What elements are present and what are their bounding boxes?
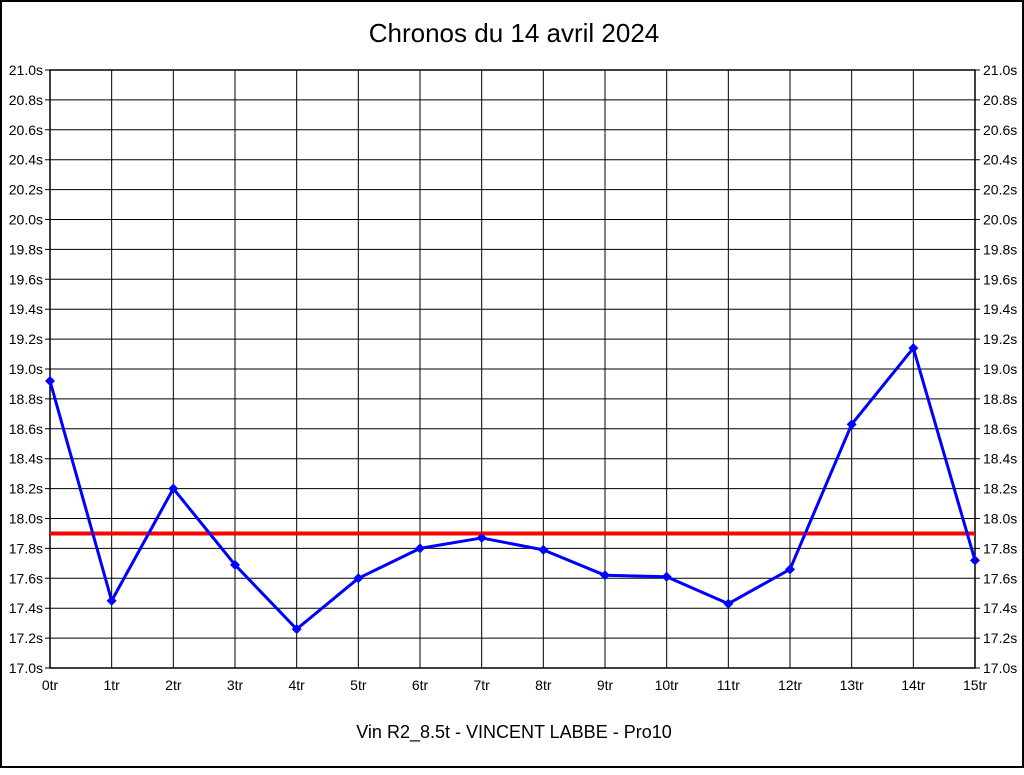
data-point-marker bbox=[723, 598, 734, 609]
y-tick-label-left: 17.0s bbox=[9, 660, 43, 676]
data-point-marker bbox=[230, 559, 240, 570]
x-tick-label: 12tr bbox=[778, 677, 802, 693]
y-tick-label-left: 18.8s bbox=[9, 391, 43, 407]
x-tick-label: 8tr bbox=[535, 677, 552, 693]
data-point-marker bbox=[661, 571, 672, 582]
data-point-marker bbox=[846, 419, 857, 430]
data-point-marker bbox=[970, 555, 980, 566]
y-tick-label-left: 18.4s bbox=[9, 451, 43, 467]
y-tick-label-left: 20.0s bbox=[9, 212, 43, 228]
y-tick-label-left: 19.2s bbox=[9, 331, 43, 347]
y-tick-label-right: 20.0s bbox=[983, 212, 1017, 228]
x-tick-label: 6tr bbox=[412, 677, 429, 693]
x-tick-label: 0tr bbox=[42, 677, 59, 693]
data-point-marker bbox=[45, 375, 55, 386]
chart-title: Chronos du 14 avril 2024 bbox=[368, 18, 660, 48]
y-tick-label-right: 20.6s bbox=[983, 122, 1017, 138]
y-tick-label-left: 19.0s bbox=[9, 361, 43, 377]
y-tick-label-left: 20.8s bbox=[9, 92, 43, 108]
y-tick-label-left: 17.8s bbox=[9, 540, 43, 556]
data-point-marker bbox=[415, 543, 425, 554]
series-line bbox=[48, 346, 977, 631]
x-tick-label: 3tr bbox=[227, 677, 244, 693]
data-point-marker bbox=[106, 595, 117, 606]
x-tick-label: 13tr bbox=[840, 677, 864, 693]
data-point-marker bbox=[600, 570, 610, 581]
y-tick-label-right: 18.8s bbox=[983, 391, 1017, 407]
y-tick-label-right: 20.4s bbox=[983, 152, 1017, 168]
y-tick-label-left: 20.2s bbox=[9, 182, 43, 198]
y-tick-label-left: 17.6s bbox=[9, 570, 43, 586]
y-tick-label-right: 18.0s bbox=[983, 511, 1017, 527]
y-tick-label-right: 17.2s bbox=[983, 630, 1017, 646]
x-tick-label: 14tr bbox=[901, 677, 925, 693]
y-tick-label-right: 18.6s bbox=[983, 421, 1017, 437]
y-tick-label-left: 18.6s bbox=[9, 421, 43, 437]
y-tick-label-right: 17.6s bbox=[983, 570, 1017, 586]
x-tick-label: 15tr bbox=[963, 677, 987, 693]
y-tick-label-right: 19.4s bbox=[983, 301, 1017, 317]
y-tick-label-left: 21.0s bbox=[9, 62, 43, 78]
y-tick-label-right: 19.2s bbox=[983, 331, 1017, 347]
y-tick-label-right: 19.8s bbox=[983, 241, 1017, 257]
x-tick-label: 5tr bbox=[350, 677, 367, 693]
y-tick-label-right: 18.2s bbox=[983, 481, 1017, 497]
x-tick-label: 10tr bbox=[655, 677, 679, 693]
data-point-marker bbox=[785, 564, 795, 575]
y-tick-label-right: 20.2s bbox=[983, 182, 1017, 198]
x-tick-label: 11tr bbox=[717, 677, 740, 693]
y-tick-label-left: 20.4s bbox=[9, 152, 43, 168]
y-tick-label-left: 20.6s bbox=[9, 122, 43, 138]
x-tick-label: 4tr bbox=[288, 677, 305, 693]
y-tick-label-right: 21.0s bbox=[983, 62, 1017, 78]
chart-subtitle: Vin R2_8.5t - VINCENT LABBE - Pro10 bbox=[356, 722, 672, 742]
y-tick-label-left: 17.4s bbox=[9, 600, 43, 616]
y-tick-label-left: 18.0s bbox=[9, 511, 43, 527]
data-point-marker bbox=[353, 573, 364, 584]
x-tick-label: 7tr bbox=[473, 677, 490, 693]
y-tick-label-right: 18.4s bbox=[983, 451, 1017, 467]
x-tick-label: 9tr bbox=[597, 677, 614, 693]
x-tick-label: 2tr bbox=[165, 677, 182, 693]
data-point-marker bbox=[908, 343, 919, 354]
y-tick-label-right: 17.8s bbox=[983, 540, 1017, 556]
y-tick-label-right: 19.0s bbox=[983, 361, 1017, 377]
data-point-marker bbox=[291, 624, 302, 635]
y-tick-label-left: 19.6s bbox=[9, 271, 43, 287]
data-point-marker bbox=[168, 483, 179, 494]
y-tick-label-right: 17.0s bbox=[983, 660, 1017, 676]
y-tick-label-right: 19.6s bbox=[983, 271, 1017, 287]
y-tick-label-left: 18.2s bbox=[9, 481, 43, 497]
data-point-marker bbox=[476, 532, 487, 543]
y-tick-label-right: 17.4s bbox=[983, 600, 1017, 616]
y-tick-label-left: 19.8s bbox=[9, 241, 43, 257]
y-tick-label-left: 19.4s bbox=[9, 301, 43, 317]
plot-border bbox=[49, 69, 976, 669]
y-tick-label-left: 17.2s bbox=[9, 630, 43, 646]
x-tick-label: 1tr bbox=[103, 677, 120, 693]
data-point-marker bbox=[538, 544, 549, 555]
y-tick-label-right: 20.8s bbox=[983, 92, 1017, 108]
